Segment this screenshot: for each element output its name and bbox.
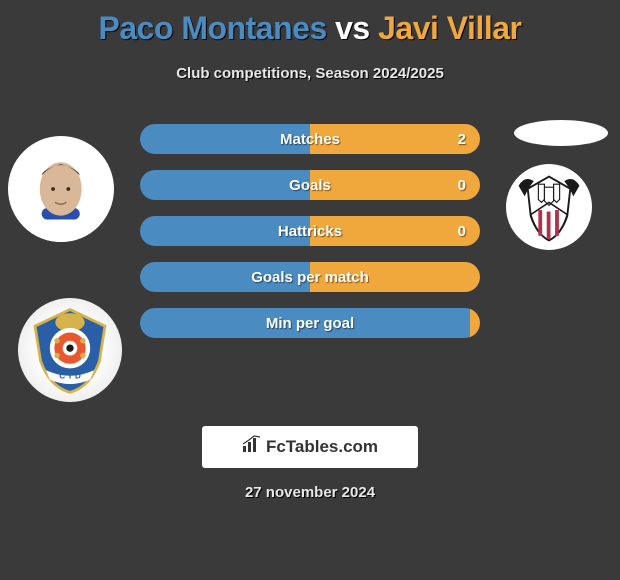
vs-text: vs <box>335 10 370 46</box>
stat-rows: Matches 2 Goals 0 Hattricks 0 Goals per match M… <box>140 124 480 338</box>
player2-avatar-placeholder <box>514 120 608 146</box>
crest1-icon: C T D <box>24 304 116 396</box>
stat-row: Hattricks 0 <box>140 216 480 246</box>
stat-bar-left <box>140 170 310 200</box>
fctables-watermark: FcTables.com <box>202 426 418 468</box>
player1-name: Paco Montanes <box>99 10 327 46</box>
player2-name: Javi Villar <box>378 10 521 46</box>
stat-label: Matches <box>280 131 340 148</box>
player1-club-crest: C T D <box>18 298 122 402</box>
stat-value: 0 <box>458 223 466 240</box>
stat-row: Goals 0 <box>140 170 480 200</box>
stat-row: Goals per match <box>140 262 480 292</box>
main-area: C T D Matches2Goals0Hattricks0Goals per … <box>0 124 620 338</box>
stat-label: Hattricks <box>278 223 342 240</box>
player1-avatar-icon <box>13 147 108 242</box>
comparison-title: Paco Montanes vs Javi Villar <box>0 0 620 47</box>
stat-bar-right <box>310 170 480 200</box>
stat-row: Matches 2 <box>140 124 480 154</box>
stat-value: 0 <box>458 177 466 194</box>
player1-avatar <box>8 136 114 242</box>
date-text: 27 november 2024 <box>0 484 620 501</box>
svg-text:C T D: C T D <box>59 372 81 381</box>
stat-label: Goals per match <box>251 269 369 286</box>
stat-row: Min per goal <box>140 308 480 338</box>
stat-value: 2 <box>458 131 466 148</box>
subtitle: Club competitions, Season 2024/2025 <box>0 65 620 82</box>
fctables-label: FcTables.com <box>266 437 378 457</box>
stat-label: Goals <box>289 177 331 194</box>
crest2-icon <box>511 169 587 245</box>
player2-club-crest <box>506 164 592 250</box>
chart-icon <box>242 435 262 459</box>
stat-label: Min per goal <box>266 315 354 332</box>
stat-bar-right <box>470 308 480 338</box>
